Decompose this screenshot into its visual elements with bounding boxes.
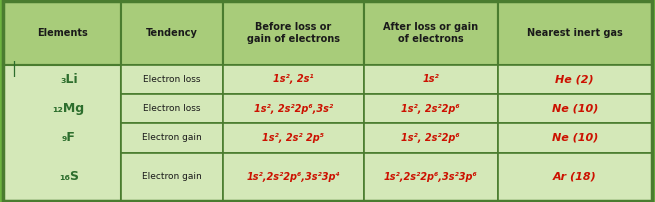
Text: Electron loss: Electron loss — [143, 75, 200, 84]
Text: 1s², 2s²2p⁶: 1s², 2s²2p⁶ — [402, 104, 460, 114]
Bar — [364, 123, 498, 153]
Text: 1s²,2s²2p⁶,3s²3p⁶: 1s²,2s²2p⁶,3s²3p⁶ — [384, 172, 477, 182]
Bar — [364, 65, 498, 94]
Text: ₃Li: ₃Li — [60, 73, 77, 86]
Text: ₁₆S: ₁₆S — [59, 170, 79, 183]
Text: |: | — [11, 61, 16, 77]
Bar — [121, 153, 223, 201]
Text: 1s², 2s² 2p⁵: 1s², 2s² 2p⁵ — [262, 133, 324, 143]
Bar — [498, 94, 652, 123]
Bar — [498, 123, 652, 153]
Bar — [364, 1, 498, 65]
Bar — [223, 153, 364, 201]
Text: Elements: Elements — [37, 28, 88, 38]
Bar — [223, 65, 364, 94]
Text: 1s², 2s¹: 1s², 2s¹ — [272, 74, 314, 84]
Text: 1s², 2s²2p⁶: 1s², 2s²2p⁶ — [402, 133, 460, 143]
Bar — [121, 1, 223, 65]
Text: Ne (10): Ne (10) — [552, 133, 598, 143]
Bar — [364, 153, 498, 201]
Text: Nearest inert gas: Nearest inert gas — [527, 28, 623, 38]
Bar — [3, 65, 121, 201]
Bar — [364, 94, 498, 123]
Bar — [498, 153, 652, 201]
Bar — [121, 65, 223, 94]
Text: ₉F: ₉F — [62, 131, 76, 144]
Text: ₁₂Mg: ₁₂Mg — [52, 102, 85, 115]
Bar — [3, 1, 121, 65]
Text: Ar (18): Ar (18) — [553, 172, 597, 182]
Text: Electron gain: Electron gain — [142, 133, 202, 142]
Text: Before loss or
gain of electrons: Before loss or gain of electrons — [247, 22, 339, 44]
Bar — [223, 123, 364, 153]
Text: Electron gain: Electron gain — [142, 172, 202, 181]
Text: After loss or gain
of electrons: After loss or gain of electrons — [383, 22, 478, 44]
Bar — [121, 94, 223, 123]
Text: Electron loss: Electron loss — [143, 104, 200, 113]
Text: Tendency: Tendency — [146, 28, 198, 38]
Text: He (2): He (2) — [555, 74, 594, 84]
Bar — [121, 123, 223, 153]
Bar — [223, 94, 364, 123]
Text: 1s²: 1s² — [422, 74, 439, 84]
Text: 1s²,2s²2p⁶,3s²3p⁴: 1s²,2s²2p⁶,3s²3p⁴ — [246, 172, 340, 182]
Bar — [223, 1, 364, 65]
Text: 1s², 2s²2p⁶,3s²: 1s², 2s²2p⁶,3s² — [253, 104, 333, 114]
Text: Ne (10): Ne (10) — [552, 104, 598, 114]
Bar — [498, 65, 652, 94]
Bar — [498, 1, 652, 65]
